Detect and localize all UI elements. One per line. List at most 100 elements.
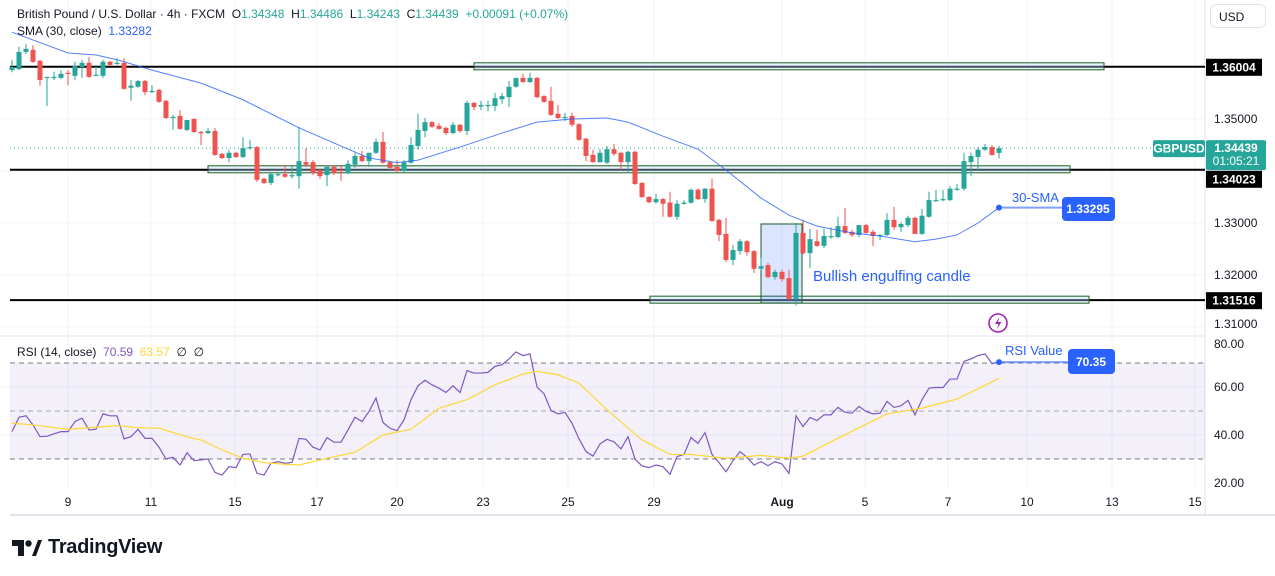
candle-body: [16, 51, 22, 70]
candle-body: [149, 90, 155, 93]
candle-body: [401, 162, 407, 171]
rsi-legend[interactable]: RSI (14, close) 70.59 63.57 ∅ ∅: [17, 345, 204, 359]
candle-body: [912, 217, 918, 234]
price-axis[interactable]: 1.35000 1.33000 1.32000 1.31000 80.00 60.00 40…: [1153, 58, 1266, 490]
rsi-legend-extra-1: ∅: [176, 345, 187, 359]
candle-body: [44, 76, 50, 79]
candle-body: [100, 61, 106, 76]
candle-body: [653, 199, 659, 203]
rsi-line: [11, 351, 1000, 476]
candle-body: [184, 120, 190, 130]
candle-body: [639, 182, 645, 197]
candles: [9, 44, 1002, 306]
symbol-tag: [1153, 140, 1205, 158]
time-axis[interactable]: 9 11 15 17 20 23 25 29 Aug 5 7 10 13 15: [65, 495, 1202, 509]
candle-body: [429, 122, 435, 127]
footer-brand[interactable]: TradingView: [12, 536, 162, 559]
candle-body: [835, 226, 841, 238]
candle-body: [247, 147, 253, 149]
candle-body: [814, 241, 820, 246]
candle-body: [520, 77, 526, 83]
candle-body: [842, 226, 848, 233]
rsi-ma-legend-value: 63.57: [139, 345, 170, 359]
candle-body: [163, 100, 169, 118]
candle-body: [114, 62, 120, 65]
rsi-tick-label: 80.00: [1214, 337, 1244, 351]
candle-body: [905, 217, 911, 226]
candle-body: [303, 162, 309, 165]
symbol-title: British Pound / U.S. Dollar · 4h · FXCM: [17, 7, 226, 21]
candle-body: [884, 219, 890, 235]
candle-body: [177, 115, 183, 129]
candle-body: [709, 188, 715, 221]
candle-body: [268, 174, 274, 183]
rsi-annotation-dot: [996, 359, 1002, 366]
candle-body: [352, 155, 358, 165]
candle-body: [695, 189, 701, 200]
candle-body: [387, 162, 393, 168]
candle-body: [737, 241, 743, 252]
candle-body: [863, 225, 869, 233]
countdown-text: 01:05:21: [1213, 154, 1260, 168]
candle-body: [471, 102, 477, 108]
candle-body: [681, 202, 687, 204]
rsi-tick-label: 20.00: [1214, 476, 1244, 490]
rsi-legend-value: 70.59: [103, 345, 134, 359]
candle-body: [807, 239, 813, 254]
candle-body: [744, 241, 750, 253]
currency-button[interactable]: USD: [1210, 4, 1266, 28]
candle-body: [135, 81, 141, 87]
rsi-legend-label: RSI (14, close): [17, 345, 97, 359]
candle-body: [527, 77, 533, 83]
time-tick-label: 10: [1020, 495, 1034, 509]
candle-body: [107, 61, 113, 65]
candle-body: [758, 266, 764, 269]
rsi-ma-line: [11, 370, 1000, 466]
candle-body: [37, 60, 43, 80]
sma-legend[interactable]: SMA (30, close) 1.33282: [17, 24, 152, 38]
candle-body: [604, 149, 610, 163]
candle-body: [345, 163, 351, 174]
candle-body: [30, 49, 36, 62]
candle-body: [275, 174, 281, 176]
candle-body: [513, 77, 519, 87]
grid: [0, 0, 1275, 516]
candle-body: [765, 265, 771, 278]
candle-body: [261, 178, 267, 183]
candle-body: [723, 233, 729, 260]
zone-rectangle: [473, 62, 1105, 71]
sma-annotation-dot: [996, 204, 1002, 211]
rsi-legend-extra-2: ∅: [193, 345, 205, 359]
candle-body: [72, 65, 78, 76]
symbol-tag-text: GBPUSD: [1153, 142, 1205, 156]
candle-body: [359, 155, 365, 162]
candle-body: [415, 129, 421, 147]
candle-body: [464, 102, 470, 131]
time-tick-label: 23: [476, 495, 490, 509]
price-tick-label: 1.32000: [1214, 268, 1258, 282]
rsi-tick-label: 40.00: [1214, 428, 1244, 442]
candle-body: [492, 98, 498, 106]
candle-body: [954, 188, 960, 190]
candle-body: [233, 152, 239, 157]
rsi-pane: [10, 351, 1205, 476]
symbol-legend: British Pound / U.S. Dollar · 4h · FXCM …: [17, 7, 568, 21]
change-value: +0.00091 (+0.07%): [465, 7, 569, 21]
close-label: C: [406, 7, 416, 21]
lightning-icon[interactable]: [988, 313, 1008, 333]
candle-body: [590, 154, 596, 163]
zone-rectangle: [207, 165, 1071, 174]
time-tick-label: Aug: [770, 495, 793, 509]
candle-body: [58, 73, 64, 78]
time-tick-label: 13: [1105, 495, 1119, 509]
rsi-annotation-box: [1068, 349, 1115, 374]
candle-body: [702, 188, 708, 200]
sma-legend-value: 1.33282: [108, 24, 152, 38]
time-tick-label: 7: [945, 495, 952, 509]
candle-body: [730, 250, 736, 260]
time-tick-label: 11: [145, 495, 158, 509]
candle-body: [961, 161, 967, 189]
candle-body: [408, 145, 414, 163]
candle-body: [9, 67, 15, 71]
